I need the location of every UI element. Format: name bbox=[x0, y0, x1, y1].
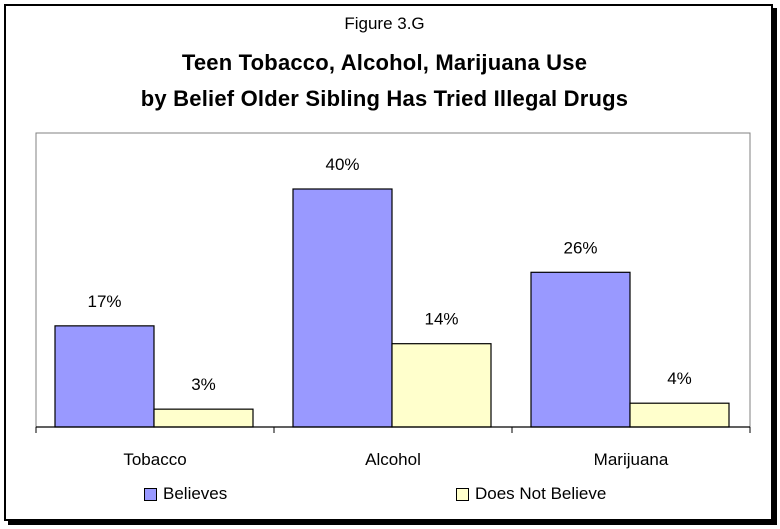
bar-tobacco-does-not-believe bbox=[153, 408, 254, 428]
legend-label-believes: Believes bbox=[163, 484, 228, 503]
bar-marijuana-believes bbox=[530, 271, 631, 428]
x-tick-label-marijuana: Marijuana bbox=[594, 450, 669, 469]
legend-label-does-not-believe: Does Not Believe bbox=[475, 484, 607, 503]
chart-title-line1: Teen Tobacco, Alcohol, Marijuana Use bbox=[181, 50, 588, 75]
data-label-marijuana-does-not-believe: 4% bbox=[667, 369, 692, 388]
data-label-alcohol-believes: 40% bbox=[325, 155, 359, 174]
legend-swatch-believes bbox=[144, 487, 157, 501]
x-tick-label-alcohol: Alcohol bbox=[365, 450, 421, 469]
x-tick-label-tobacco: Tobacco bbox=[123, 450, 186, 469]
data-label-tobacco-believes: 17% bbox=[87, 292, 121, 311]
bar-alcohol-does-not-believe bbox=[391, 343, 492, 428]
figure-label: Figure 3.G bbox=[344, 14, 425, 33]
legend-item-believes: Believes bbox=[144, 484, 227, 504]
bar-tobacco-believes bbox=[54, 325, 155, 428]
data-label-alcohol-does-not-believe: 14% bbox=[424, 310, 458, 329]
data-label-tobacco-does-not-believe: 3% bbox=[191, 375, 216, 394]
bar-marijuana-does-not-believe bbox=[629, 402, 730, 428]
data-label-marijuana-believes: 26% bbox=[563, 238, 597, 257]
chart-title-line2: by Belief Older Sibling Has Tried Illega… bbox=[140, 86, 629, 111]
bar-alcohol-believes bbox=[292, 188, 393, 428]
legend-item-does-not-believe: Does Not Believe bbox=[456, 484, 606, 504]
legend-swatch-does-not-believe bbox=[456, 487, 469, 501]
